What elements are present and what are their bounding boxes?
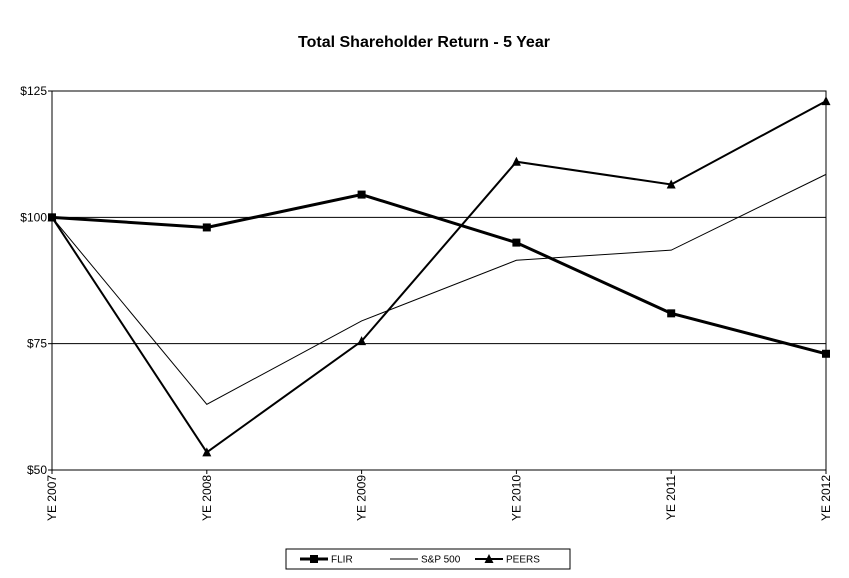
x-tick-label: YE 2012 [819,475,833,521]
legend-label-s-p-500: S&P 500 [421,555,461,566]
plot-border [51,90,827,471]
data-point-peers [511,156,521,166]
data-point-flir [822,349,830,358]
chart-title: Total Shareholder Return - 5 Year [298,34,550,51]
legend-marker-peers [484,554,494,563]
data-point-flir [202,223,211,232]
x-tick-label: YE 2008 [200,475,214,521]
x-tick-label: YE 2007 [45,475,59,521]
legend-box [285,548,571,570]
data-point-peers [202,447,212,457]
y-tick-label: $100 [20,210,47,224]
x-tick-label: YE 2010 [509,475,523,521]
y-tick-label: $125 [20,84,47,98]
x-tick-label: YE 2009 [355,475,369,521]
data-point-peers [47,212,57,222]
data-point-peers [666,179,676,189]
series-line-peers [51,100,827,454]
data-point-flir [357,190,366,199]
series-line-s-p-500 [51,173,827,405]
legend-label-peers: PEERS [506,555,540,566]
x-tick-label: YE 2011 [664,475,678,520]
plot-area: $50 $75 $100 $125 YE 2007 YE 2008 YE 2009 YE 20… [20,84,833,521]
legend-label-flir: FLIR [331,555,353,566]
y-tick-label: $75 [27,337,47,351]
legend-marker-flir [310,555,318,563]
data-point-peers [821,96,831,106]
data-point-flir [667,309,676,318]
data-point-peers [357,336,367,346]
data-point-flir [512,238,521,247]
legend: FLIR S&P 500 PEERS [285,548,571,570]
series-line-flir [51,193,827,356]
y-tick-label: $50 [27,463,47,477]
